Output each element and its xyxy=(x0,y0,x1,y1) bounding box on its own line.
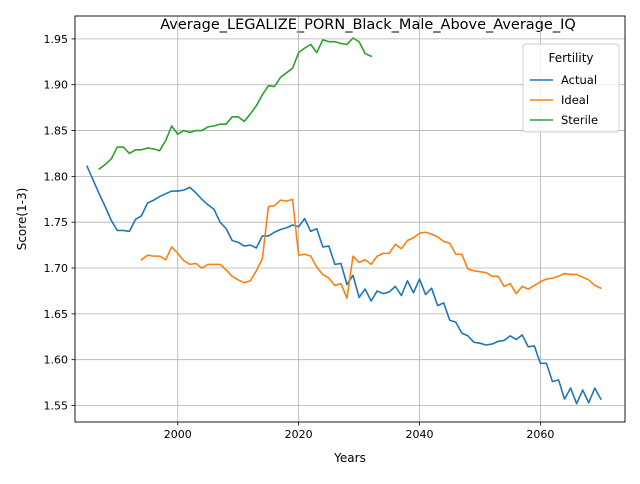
y-tick-label: 1.55 xyxy=(44,400,69,413)
series-line-sterile xyxy=(98,37,373,171)
legend-entries: Actual Ideal Sterile xyxy=(530,73,598,127)
legend-title: Fertility xyxy=(548,51,593,65)
x-axis-ticks: 2000 2020 2040 2060 xyxy=(164,422,554,441)
legend: Fertility Actual Ideal Sterile xyxy=(522,43,620,133)
y-tick-label: 1.85 xyxy=(44,125,69,138)
x-tick-label: 2020 xyxy=(285,428,313,441)
series-lines xyxy=(86,37,602,405)
series-line-actual xyxy=(86,165,602,405)
legend-label-ideal: Ideal xyxy=(561,93,589,107)
y-tick-label: 1.80 xyxy=(44,170,69,183)
x-axis-label: Years xyxy=(333,451,366,465)
x-tick-label: 2040 xyxy=(406,428,434,441)
y-tick-label: 1.60 xyxy=(44,354,69,367)
y-tick-label: 1.90 xyxy=(44,79,69,92)
y-axis-ticks: 1.55 1.60 1.65 1.70 1.75 1.80 1.85 1.90 1.95 xyxy=(44,33,75,413)
y-tick-label: 1.75 xyxy=(44,216,69,229)
legend-box xyxy=(522,43,620,133)
y-axis-label: Score(1-3) xyxy=(15,188,29,251)
y-tick-label: 1.65 xyxy=(44,308,69,321)
plot-frame xyxy=(74,15,626,423)
legend-label-actual: Actual xyxy=(561,73,597,87)
x-tick-label: 2060 xyxy=(526,428,554,441)
y-tick-label: 1.95 xyxy=(44,33,69,46)
series-line-ideal xyxy=(140,198,602,300)
chart-title: Average_LEGALIZE_PORN_Black_Male_Above_A… xyxy=(160,17,576,33)
legend-label-sterile: Sterile xyxy=(561,113,598,127)
y-tick-label: 1.70 xyxy=(44,262,69,275)
x-tick-label: 2000 xyxy=(164,428,192,441)
